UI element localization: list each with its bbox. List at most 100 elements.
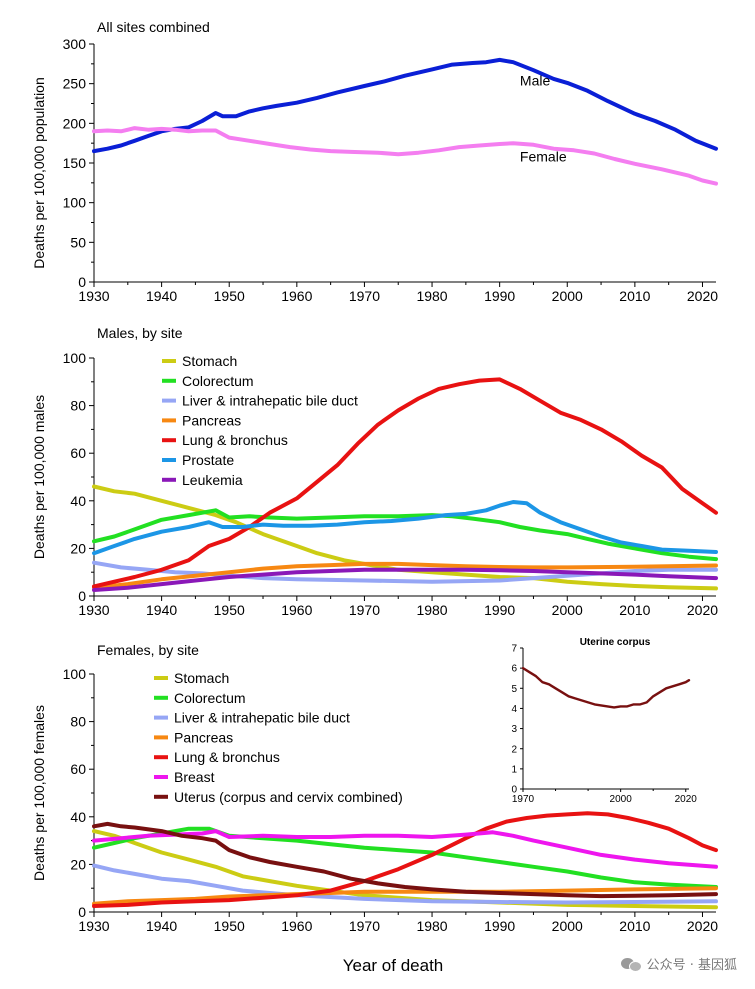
y-axis-label: Deaths per 100,000 males: [31, 395, 47, 559]
series-line-7: [92, 821, 718, 899]
y-tick-label: 6: [511, 664, 517, 675]
x-tick-label: 1970: [349, 918, 380, 934]
watermark-text: 公众号 · 基因狐: [646, 958, 737, 973]
x-tick-label: 1940: [146, 288, 177, 304]
panel-title: Uterine corpus: [580, 637, 651, 648]
x-tick-label: 1990: [484, 918, 515, 934]
y-tick-label: 0: [78, 588, 86, 604]
legend-label: Breast: [174, 769, 215, 785]
x-tick-label: 1930: [78, 918, 109, 934]
x-tick-label: 2020: [687, 288, 718, 304]
legend-label: Lung & bronchus: [174, 749, 280, 765]
y-tick-label: 250: [63, 76, 87, 92]
y-tick-label: 5: [511, 684, 517, 695]
y-tick-label: 20: [70, 540, 86, 556]
x-tick-label: 1990: [484, 602, 515, 618]
x-tick-label: 1940: [146, 602, 177, 618]
series-line-2: [92, 126, 718, 186]
series-line-7: [92, 567, 718, 592]
panel-1: All sites combined 0 50 100 150 200 250 300 1930…: [31, 19, 718, 304]
series-label: Female: [520, 149, 567, 165]
y-tick-label: 20: [70, 856, 86, 872]
y-tick-label: 40: [70, 809, 86, 825]
y-tick-label: 50: [70, 234, 86, 250]
legend: Stomach Colorectum Liver & intrahepatic bi…: [154, 670, 403, 805]
legend: Stomach Colorectum Liver & intrahepatic bi…: [162, 353, 358, 488]
legend-label: Leukemia: [182, 472, 243, 488]
x-tick-label: 2010: [619, 602, 650, 618]
series-line-5: [92, 377, 718, 589]
legend-label: Liver & intrahepatic bile duct: [182, 393, 358, 409]
legend-label: Stomach: [174, 670, 229, 686]
y-tick-label: 200: [63, 115, 87, 131]
series-line-6: [92, 829, 718, 869]
series-line-3: [92, 863, 718, 905]
x-tick-label: 2020: [675, 794, 698, 805]
series-line-2: [92, 508, 718, 562]
watermark: 公众号 · 基因狐: [620, 954, 737, 973]
x-tick-label: 2020: [687, 918, 718, 934]
y-tick-label: 60: [70, 445, 86, 461]
series-line-4: [92, 561, 718, 590]
panel-2: Males, by site 0 20 40 60 80 100 1930 1940 1950 19…: [31, 325, 718, 618]
panel-title: Males, by site: [97, 325, 183, 341]
y-tick-label: 0: [78, 274, 86, 290]
x-tick-label: 1980: [416, 288, 447, 304]
x-tick-label: 2000: [552, 602, 583, 618]
x-tick-label: 2000: [610, 794, 633, 805]
legend-label: Pancreas: [182, 412, 241, 428]
x-tick-label: 2010: [619, 918, 650, 934]
x-tick-label: 1960: [281, 602, 312, 618]
y-tick-label: 0: [511, 785, 517, 796]
wechat-icon: [620, 956, 642, 972]
x-axis-label: Year of death: [343, 956, 444, 975]
legend-label: Uterus (corpus and cervix combined): [174, 789, 403, 805]
series-line-6: [92, 500, 718, 556]
x-tick-label: 2000: [552, 918, 583, 934]
y-tick-label: 3: [511, 724, 517, 735]
x-tick-label: 2000: [552, 288, 583, 304]
y-tick-label: 0: [78, 904, 86, 920]
x-tick-label: 1970: [349, 288, 380, 304]
legend-label: Prostate: [182, 452, 234, 468]
y-tick-label: 300: [63, 36, 87, 52]
legend-label: Pancreas: [174, 729, 233, 745]
series-line-1: [521, 666, 691, 709]
series-line-4: [92, 886, 718, 906]
y-tick-label: 7: [511, 644, 517, 655]
x-tick-label: 1930: [78, 288, 109, 304]
x-tick-label: 1950: [214, 288, 245, 304]
x-tick-label: 1970: [512, 794, 535, 805]
y-tick-label: 80: [70, 714, 86, 730]
y-tick-label: 2: [511, 744, 517, 755]
x-tick-label: 1970: [349, 602, 380, 618]
y-tick-label: 1: [511, 764, 517, 775]
x-tick-label: 2010: [619, 288, 650, 304]
series-label: Male: [520, 72, 551, 88]
legend-label: Lung & bronchus: [182, 432, 288, 448]
panel-4: Uterine corpus 0 1 2 3 4 5 6 7 1970 2000 2020: [511, 637, 697, 805]
legend-label: Colorectum: [182, 373, 254, 389]
panel-title: All sites combined: [97, 19, 210, 35]
y-tick-label: 60: [70, 761, 86, 777]
x-tick-label: 1940: [146, 918, 177, 934]
x-tick-label: 1950: [214, 602, 245, 618]
panel-title: Females, by site: [97, 642, 199, 658]
x-tick-label: 1960: [281, 918, 312, 934]
y-tick-label: 40: [70, 493, 86, 509]
x-tick-label: 1980: [416, 918, 447, 934]
legend-label: Colorectum: [174, 690, 246, 706]
x-tick-label: 1990: [484, 288, 515, 304]
y-axis-label: Deaths per 100,000 population: [31, 77, 47, 268]
legend-label: Liver & intrahepatic bile duct: [174, 710, 350, 726]
y-tick-label: 100: [63, 666, 87, 682]
x-tick-label: 2020: [687, 602, 718, 618]
x-tick-label: 1930: [78, 602, 109, 618]
y-tick-label: 100: [63, 195, 87, 211]
y-tick-label: 80: [70, 398, 86, 414]
x-tick-label: 1980: [416, 602, 447, 618]
x-tick-label: 1950: [214, 918, 245, 934]
y-axis-label: Deaths per 100,000 females: [31, 705, 47, 881]
